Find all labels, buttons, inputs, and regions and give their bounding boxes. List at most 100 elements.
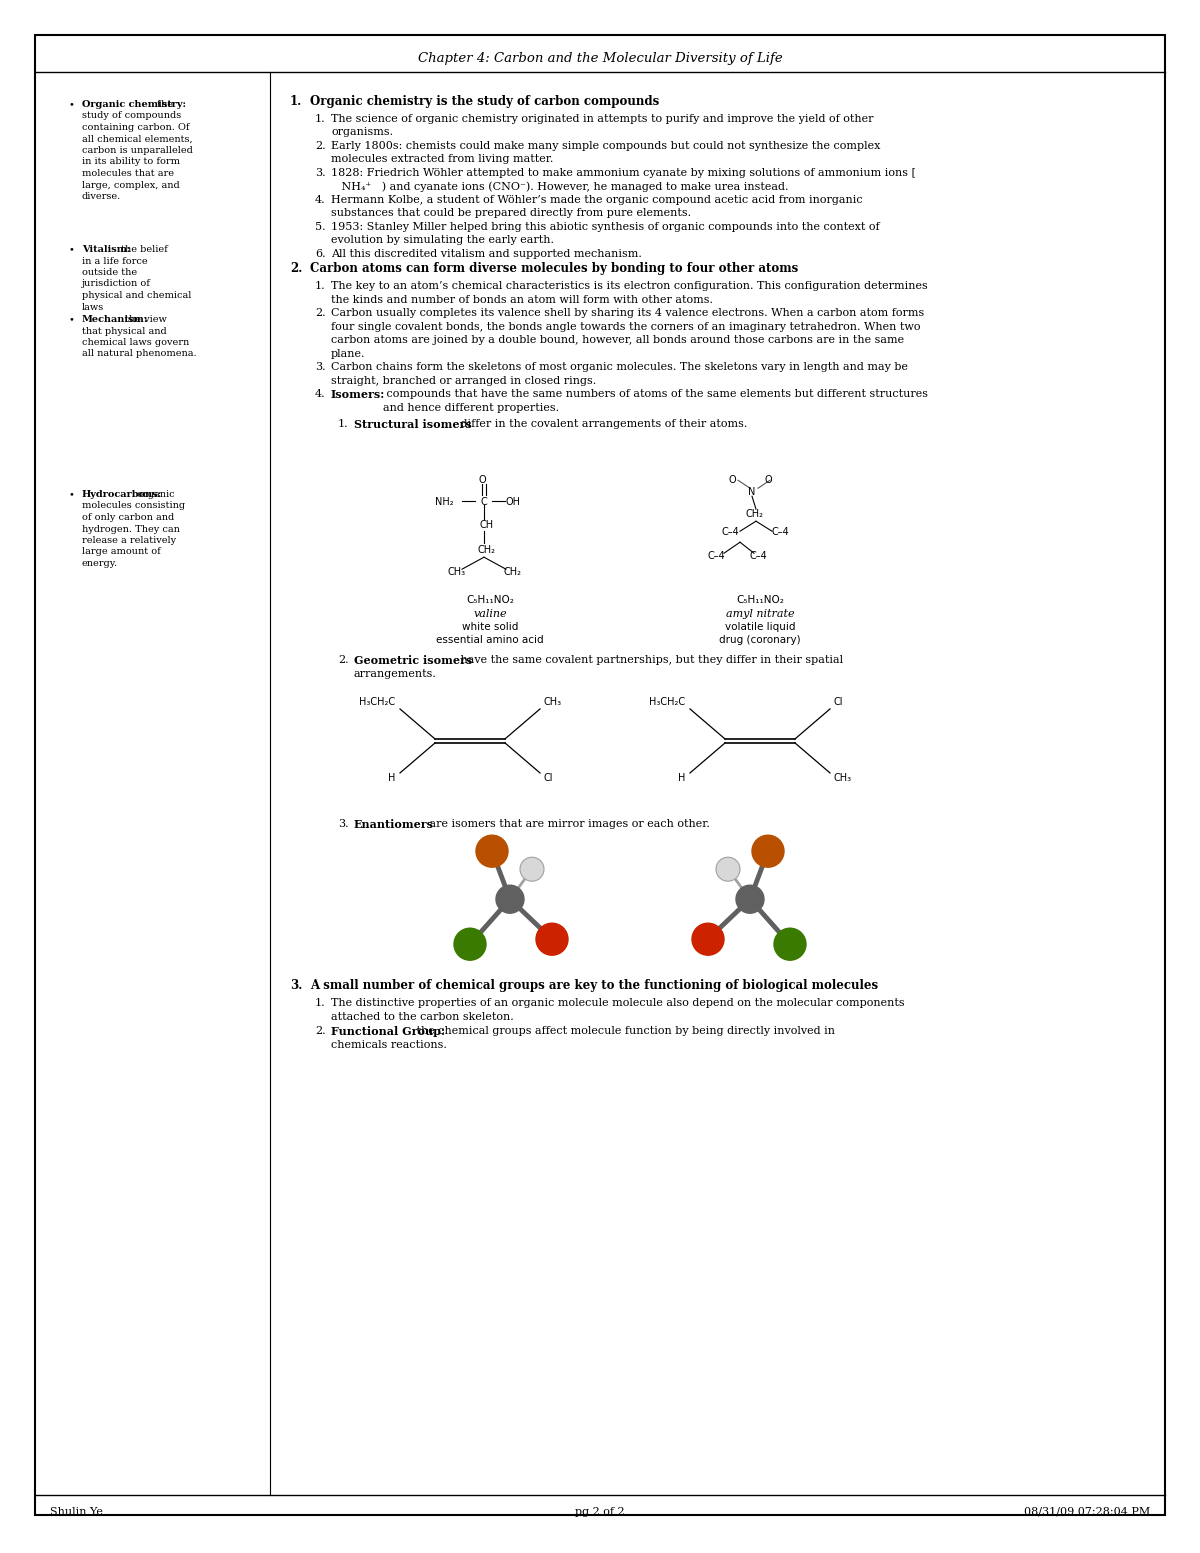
- Circle shape: [692, 922, 724, 955]
- Text: CH₂: CH₂: [746, 509, 764, 519]
- Text: Hydrocarbons:: Hydrocarbons:: [82, 491, 162, 499]
- Text: Carbon atoms can form diverse molecules by bonding to four other atoms: Carbon atoms can form diverse molecules …: [310, 262, 798, 275]
- Text: drug (coronary): drug (coronary): [719, 635, 800, 644]
- Text: C–4: C–4: [722, 526, 739, 537]
- Text: are isomers that are mirror images or each other.: are isomers that are mirror images or ea…: [426, 818, 710, 829]
- Text: Organic chemistry is the study of carbon compounds: Organic chemistry is the study of carbon…: [310, 95, 659, 109]
- Text: Vitalism:: Vitalism:: [82, 245, 131, 255]
- Text: Carbon chains form the skeletons of most organic molecules. The skeletons vary i: Carbon chains form the skeletons of most…: [331, 362, 908, 373]
- Text: the belief: the belief: [118, 245, 168, 255]
- Text: 3.: 3.: [290, 980, 302, 992]
- Text: physical and chemical: physical and chemical: [82, 290, 191, 300]
- Text: 1.: 1.: [290, 95, 302, 109]
- Text: H: H: [388, 773, 395, 783]
- Text: release a relatively: release a relatively: [82, 536, 176, 545]
- Text: 3.: 3.: [314, 362, 325, 373]
- Text: O: O: [728, 475, 736, 485]
- Text: C₅H₁₁NO₂: C₅H₁₁NO₂: [736, 595, 784, 606]
- Text: •: •: [68, 99, 74, 109]
- Circle shape: [520, 857, 544, 881]
- Text: Functional Group:: Functional Group:: [331, 1027, 445, 1037]
- Text: Mechanism:: Mechanism:: [82, 315, 149, 325]
- Text: molecules extracted from living matter.: molecules extracted from living matter.: [331, 154, 553, 165]
- Text: 1.: 1.: [338, 419, 349, 429]
- Text: essential amino acid: essential amino acid: [436, 635, 544, 644]
- Text: amyl nitrate: amyl nitrate: [726, 609, 794, 620]
- Text: H₃CH₂C: H₃CH₂C: [359, 697, 395, 707]
- Text: 2.: 2.: [314, 1027, 325, 1036]
- Text: four single covalent bonds, the bonds angle towards the corners of an imaginary : four single covalent bonds, the bonds an…: [331, 321, 920, 332]
- Circle shape: [752, 836, 784, 867]
- Text: containing carbon. Of: containing carbon. Of: [82, 123, 190, 132]
- Text: pg 2 of 2: pg 2 of 2: [575, 1506, 625, 1517]
- Text: 1953: Stanley Miller helped bring this abiotic synthesis of organic compounds in: 1953: Stanley Miller helped bring this a…: [331, 222, 880, 231]
- Text: Geometric isomers: Geometric isomers: [354, 655, 473, 666]
- Text: C–4: C–4: [708, 551, 726, 561]
- Text: in its ability to form: in its ability to form: [82, 157, 180, 166]
- Circle shape: [454, 929, 486, 960]
- Circle shape: [716, 857, 740, 881]
- Text: valine: valine: [473, 609, 506, 620]
- Text: hydrogen. They can: hydrogen. They can: [82, 525, 180, 534]
- Text: Early 1800s: chemists could make many simple compounds but could not synthesize : Early 1800s: chemists could make many si…: [331, 141, 881, 151]
- Text: organic: organic: [134, 491, 175, 499]
- Text: white solid: white solid: [462, 623, 518, 632]
- Text: compounds that have the same numbers of atoms of the same elements but different: compounds that have the same numbers of …: [383, 390, 928, 399]
- Text: C₅H₁₁NO₂: C₅H₁₁NO₂: [466, 595, 514, 606]
- Text: C: C: [481, 497, 487, 508]
- Text: Organic chemistry:: Organic chemistry:: [82, 99, 186, 109]
- Text: large amount of: large amount of: [82, 548, 161, 556]
- Text: C–4: C–4: [750, 551, 768, 561]
- Text: The science of organic chemistry originated in attempts to purify and improve th: The science of organic chemistry origina…: [331, 113, 874, 124]
- Text: all chemical elements,: all chemical elements,: [82, 135, 193, 143]
- Text: diverse.: diverse.: [82, 193, 121, 200]
- Text: 4.: 4.: [314, 390, 325, 399]
- Text: in a life force: in a life force: [82, 256, 148, 266]
- Text: 4.: 4.: [314, 194, 325, 205]
- Text: 2.: 2.: [314, 309, 325, 318]
- Text: Shulin Ye: Shulin Ye: [50, 1506, 103, 1517]
- Text: chemicals reactions.: chemicals reactions.: [331, 1041, 446, 1050]
- Text: CH₃: CH₃: [542, 697, 562, 707]
- Text: all natural phenomena.: all natural phenomena.: [82, 349, 197, 359]
- Text: Chapter 4: Carbon and the Molecular Diversity of Life: Chapter 4: Carbon and the Molecular Dive…: [418, 51, 782, 65]
- Text: the kinds and number of bonds an atom will form with other atoms.: the kinds and number of bonds an atom wi…: [331, 295, 713, 304]
- Text: •: •: [68, 315, 74, 325]
- Text: carbon atoms are joined by a double bound, however, all bonds around those carbo: carbon atoms are joined by a double boun…: [331, 335, 904, 345]
- Text: 1.: 1.: [314, 281, 325, 292]
- Text: 2.: 2.: [338, 655, 349, 665]
- Text: attached to the carbon skeleton.: attached to the carbon skeleton.: [331, 1011, 514, 1022]
- Text: CH₃: CH₃: [833, 773, 851, 783]
- Text: N: N: [749, 488, 756, 497]
- Text: large, complex, and: large, complex, and: [82, 180, 180, 189]
- Text: The distinctive properties of an organic molecule molecule also depend on the mo: The distinctive properties of an organic…: [331, 999, 905, 1008]
- Text: 2.: 2.: [290, 262, 302, 275]
- Text: have the same covalent partnerships, but they differ in their spatial: have the same covalent partnerships, but…: [457, 655, 844, 665]
- Text: the chemical groups affect molecule function by being directly involved in: the chemical groups affect molecule func…: [413, 1027, 835, 1036]
- Text: H₃CH₂C: H₃CH₂C: [649, 697, 685, 707]
- Text: that physical and: that physical and: [82, 326, 167, 335]
- Text: O: O: [478, 475, 486, 485]
- Text: and hence different properties.: and hence different properties.: [383, 402, 559, 413]
- Text: 1828: Friedrich Wöhler attempted to make ammonium cyanate by mixing solutions of: 1828: Friedrich Wöhler attempted to make…: [331, 168, 916, 179]
- Text: molecules consisting: molecules consisting: [82, 502, 185, 511]
- Text: 3.: 3.: [338, 818, 349, 829]
- Text: energy.: energy.: [82, 559, 118, 568]
- Text: 08/31/09 07:28:04 PM: 08/31/09 07:28:04 PM: [1024, 1506, 1150, 1517]
- Text: differ in the covalent arrangements of their atoms.: differ in the covalent arrangements of t…: [457, 419, 748, 429]
- Text: The key to an atom’s chemical characteristics is its electron configuration. Thi: The key to an atom’s chemical characteri…: [331, 281, 928, 292]
- Text: molecules that are: molecules that are: [82, 169, 174, 179]
- Text: Carbon usually completes its valence shell by sharing its 4 valence electrons. W: Carbon usually completes its valence she…: [331, 309, 924, 318]
- Text: volatile liquid: volatile liquid: [725, 623, 796, 632]
- Circle shape: [536, 922, 568, 955]
- Text: Enantiomers: Enantiomers: [354, 818, 434, 829]
- Circle shape: [736, 885, 764, 913]
- Text: 1.: 1.: [314, 999, 325, 1008]
- Text: NH₂: NH₂: [436, 497, 454, 508]
- Text: CH₃: CH₃: [448, 567, 466, 578]
- Text: Isomers:: Isomers:: [331, 390, 385, 401]
- Text: 6.: 6.: [314, 248, 325, 259]
- Text: 3.: 3.: [314, 168, 325, 179]
- Text: CH₂: CH₂: [478, 545, 496, 556]
- Text: straight, branched or arranged in closed rings.: straight, branched or arranged in closed…: [331, 376, 596, 385]
